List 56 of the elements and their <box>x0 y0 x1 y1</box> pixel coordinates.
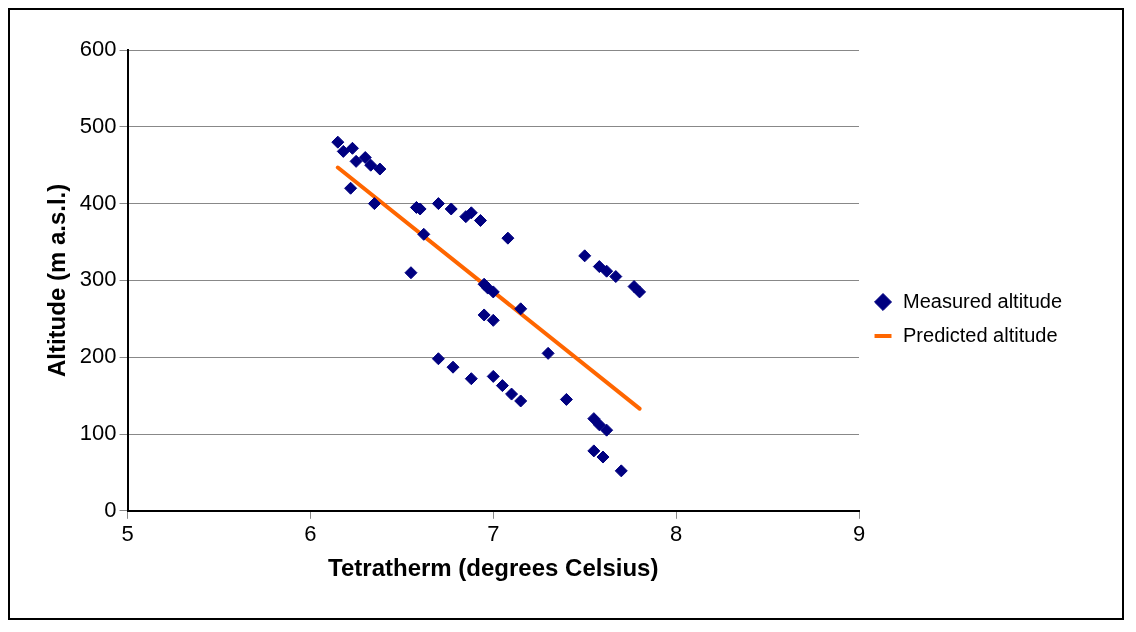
point <box>600 423 614 437</box>
point <box>592 260 606 274</box>
point <box>600 264 614 278</box>
point <box>587 444 601 458</box>
point <box>367 197 381 211</box>
legend-label: Predicted altitude <box>903 323 1058 346</box>
point <box>345 141 359 155</box>
point <box>431 352 445 366</box>
x-tick-label: 6 <box>304 521 317 547</box>
x-axis-title: Tetratherm (degrees Celsius) <box>328 554 659 582</box>
point <box>464 206 478 220</box>
point <box>514 394 528 408</box>
point <box>404 266 418 280</box>
point <box>587 412 601 426</box>
point <box>514 302 528 316</box>
point <box>336 144 350 158</box>
point <box>633 285 647 299</box>
point <box>578 249 592 263</box>
point <box>364 158 378 172</box>
point <box>358 151 372 165</box>
point <box>446 360 460 374</box>
point <box>505 387 519 401</box>
y-tick-label: 500 <box>79 112 117 138</box>
point <box>541 346 555 360</box>
point <box>431 197 445 211</box>
y-axis-title: Altitude (m a.s.l.) <box>43 183 71 378</box>
point <box>486 369 500 383</box>
x-tick-label: 9 <box>852 521 866 547</box>
point <box>614 464 628 478</box>
point <box>477 308 491 322</box>
point <box>331 135 345 149</box>
point <box>596 450 610 464</box>
point <box>373 162 387 176</box>
y-tick-label: 400 <box>79 189 117 215</box>
x-tick-label: 5 <box>121 521 134 547</box>
point <box>444 202 458 216</box>
y-tick-label: 100 <box>79 420 117 446</box>
point <box>464 372 478 386</box>
point <box>592 418 606 432</box>
y-tick-label: 0 <box>104 496 117 522</box>
point <box>495 379 509 393</box>
y-tick-label: 600 <box>79 36 117 62</box>
point <box>559 392 573 406</box>
point <box>473 214 487 227</box>
point <box>486 313 500 327</box>
y-tick-label: 300 <box>79 266 117 292</box>
point <box>344 181 358 195</box>
x-tick-label: 7 <box>487 521 500 547</box>
point <box>349 154 363 168</box>
point <box>486 285 500 299</box>
y-tick-label: 200 <box>79 343 117 369</box>
x-tick-label: 8 <box>670 521 683 547</box>
point <box>609 270 623 284</box>
point <box>501 231 515 245</box>
legend-label: Measured altitude <box>903 289 1062 312</box>
point <box>417 227 431 241</box>
